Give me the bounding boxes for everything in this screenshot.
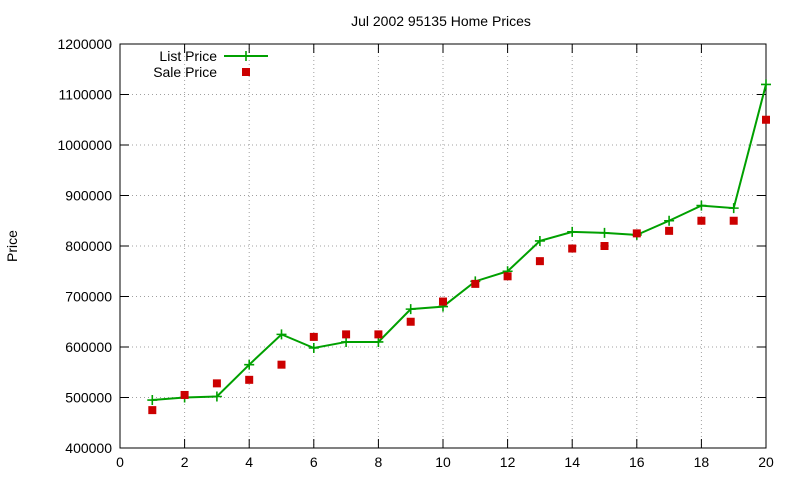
sale-price-point [665, 226, 674, 235]
sale-price-point [503, 272, 512, 281]
list-price-point [276, 329, 287, 340]
x-tick-label: 8 [375, 454, 383, 470]
sale-price-point [180, 390, 189, 399]
list-price-point [534, 235, 545, 246]
series-layer [147, 79, 771, 415]
y-tick-label: 1100000 [59, 87, 113, 103]
list-price-point [147, 395, 158, 406]
list-price-point [244, 359, 255, 370]
x-tick-label: 18 [694, 454, 710, 470]
list-price-point [728, 203, 739, 214]
y-tick-label: 1200000 [57, 36, 112, 52]
list-price-point [308, 343, 319, 354]
x-tick-label: 12 [500, 454, 516, 470]
sale-price-point [374, 330, 383, 339]
x-tick-label: 6 [310, 454, 318, 470]
sale-price-point [277, 360, 286, 369]
x-tick-label: 4 [245, 454, 253, 470]
y-tick-label: 700000 [65, 289, 112, 305]
sale-price-point [568, 244, 577, 253]
y-tick-label: 1000000 [57, 137, 112, 153]
y-tick-label: 500000 [65, 390, 112, 406]
sale-price-point [762, 115, 770, 124]
sale-price-point [406, 317, 415, 326]
x-tick-label: 2 [181, 454, 189, 470]
list-price-point [373, 336, 384, 347]
sale-price-point [632, 229, 641, 238]
sale-price-point [697, 216, 706, 225]
x-tick-label: 20 [758, 454, 774, 470]
grid [120, 44, 766, 448]
y-tick-label: 600000 [65, 339, 112, 355]
sale-price-point [600, 242, 609, 250]
sale-price-point [309, 332, 318, 341]
axis-ticks: 0 2 4 6 8 10 12 14 16 18 20 400000 500000 600000 70000… [57, 36, 774, 470]
sale-price-point [245, 375, 254, 384]
x-tick-label: 14 [564, 454, 580, 470]
list-price-point [211, 391, 222, 402]
legend-label: Sale Price [153, 64, 217, 80]
list-price-point [599, 227, 610, 238]
y-tick-label: 400000 [65, 440, 112, 456]
list-price-point [664, 215, 675, 226]
list-price-point [567, 226, 578, 237]
x-tick-label: 16 [629, 454, 645, 470]
y-tick-label: 800000 [65, 238, 112, 254]
y-axis-label: Price [4, 230, 20, 262]
legend-label: List Price [159, 48, 217, 64]
list-price-point [761, 79, 771, 90]
sale-price-point [342, 330, 351, 339]
legend-square-sample [242, 68, 250, 76]
sale-price-point [471, 279, 480, 288]
y-tick-label: 900000 [65, 188, 112, 204]
list-price-point [405, 304, 416, 315]
list-price-line [152, 84, 767, 402]
sale-price-point [439, 297, 447, 306]
x-tick-label: 10 [435, 454, 451, 470]
sale-price-point [729, 216, 738, 225]
chart-title: Jul 2002 95135 Home Prices [351, 13, 531, 29]
sale-price-point [212, 379, 221, 388]
list-price-point [341, 336, 352, 347]
x-tick-label: 0 [116, 454, 124, 470]
list-price-point [696, 200, 707, 211]
sale-price-point [535, 257, 544, 266]
sale-price-point [148, 406, 157, 415]
legend-cross-sample [241, 51, 251, 61]
